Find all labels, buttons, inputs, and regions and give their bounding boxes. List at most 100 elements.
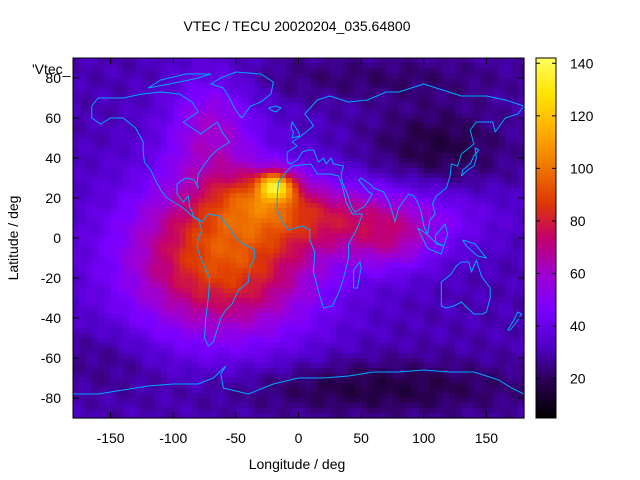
heatmap-cell xyxy=(392,288,400,294)
heatmap-cell xyxy=(229,248,237,254)
heatmap-cell xyxy=(104,398,112,404)
heatmap-cell xyxy=(448,248,456,254)
heatmap-cell xyxy=(91,338,99,344)
heatmap-cell xyxy=(423,308,431,314)
heatmap-cell xyxy=(248,93,256,99)
heatmap-cell xyxy=(192,258,199,264)
heatmap-cell xyxy=(254,228,262,234)
heatmap-cell xyxy=(104,58,112,64)
heatmap-cell xyxy=(473,198,481,204)
heatmap-cell xyxy=(404,123,412,129)
heatmap-cell xyxy=(185,358,193,364)
heatmap-cell xyxy=(148,278,156,284)
heatmap-cell xyxy=(492,288,500,294)
heatmap-cell xyxy=(279,148,287,154)
heatmap-cell xyxy=(373,58,381,64)
heatmap-cell xyxy=(354,218,362,224)
heatmap-cell xyxy=(173,208,181,214)
heatmap-cell xyxy=(379,193,387,199)
heatmap-cell xyxy=(461,158,469,164)
heatmap-cell xyxy=(348,398,356,404)
heatmap-cell xyxy=(417,153,425,159)
heatmap-cell xyxy=(85,93,93,99)
heatmap-cell xyxy=(204,218,212,224)
heatmap-cell xyxy=(279,393,287,399)
heatmap-cell xyxy=(461,228,469,234)
heatmap-cell xyxy=(304,238,312,244)
heatmap-cell xyxy=(116,223,124,229)
heatmap-cell xyxy=(486,348,494,354)
heatmap-cell xyxy=(342,163,350,169)
heatmap-cell xyxy=(467,108,475,114)
heatmap-cell xyxy=(436,93,444,99)
heatmap-cell xyxy=(273,188,281,194)
heatmap-cell xyxy=(505,188,513,194)
heatmap-cell xyxy=(129,188,137,194)
heatmap-cell xyxy=(85,118,93,124)
heatmap-cell xyxy=(123,88,130,94)
heatmap-cell xyxy=(85,98,93,104)
heatmap-cell xyxy=(242,353,249,359)
heatmap-cell xyxy=(110,178,118,184)
heatmap-cell xyxy=(104,338,112,344)
heatmap-cell xyxy=(467,113,475,119)
heatmap-cell xyxy=(492,203,500,209)
heatmap-cell xyxy=(248,268,256,274)
heatmap-cell xyxy=(492,293,500,299)
heatmap-cell xyxy=(267,203,275,209)
heatmap-cell xyxy=(248,338,256,344)
heatmap-cell xyxy=(173,378,181,384)
heatmap-cell xyxy=(417,393,425,399)
heatmap-cell xyxy=(348,383,356,389)
heatmap-cell xyxy=(110,83,118,89)
heatmap-cell xyxy=(254,258,262,264)
heatmap-cell xyxy=(392,258,400,264)
heatmap-cell xyxy=(185,363,193,369)
heatmap-cell xyxy=(386,263,394,269)
heatmap-cell xyxy=(498,308,506,314)
heatmap-cell xyxy=(223,138,231,144)
heatmap-cell xyxy=(367,118,375,124)
heatmap-cell xyxy=(348,223,356,229)
heatmap-cell xyxy=(411,323,419,329)
heatmap-cell xyxy=(411,138,419,144)
heatmap-cell xyxy=(242,88,249,94)
heatmap-cell xyxy=(192,238,199,244)
heatmap-cell xyxy=(304,278,312,284)
heatmap-cell xyxy=(492,333,500,339)
heatmap-cell xyxy=(329,103,337,109)
heatmap-cell xyxy=(361,153,368,159)
heatmap-cell xyxy=(304,363,312,369)
heatmap-cell xyxy=(379,93,387,99)
heatmap-cell xyxy=(141,143,149,149)
heatmap-cell xyxy=(323,158,331,164)
heatmap-cell xyxy=(298,353,306,359)
heatmap-cell xyxy=(511,113,519,119)
heatmap-cell xyxy=(373,108,381,114)
heatmap-cell xyxy=(129,138,137,144)
heatmap-cell xyxy=(329,273,337,279)
heatmap-cell xyxy=(311,243,318,249)
heatmap-cell xyxy=(505,318,513,324)
heatmap-cell xyxy=(480,178,488,184)
heatmap-cell xyxy=(160,233,168,239)
heatmap-cell xyxy=(110,308,118,314)
heatmap-cell xyxy=(235,388,243,394)
heatmap-cell xyxy=(198,163,206,169)
heatmap-cell xyxy=(498,213,506,219)
heatmap-cell xyxy=(116,248,124,254)
heatmap-cell xyxy=(486,178,494,184)
heatmap-cell xyxy=(323,313,331,319)
heatmap-cell xyxy=(404,183,412,189)
heatmap-cell xyxy=(292,388,300,394)
heatmap-cell xyxy=(79,328,87,334)
heatmap-cell xyxy=(173,288,181,294)
heatmap-cell xyxy=(486,198,494,204)
heatmap-cell xyxy=(104,98,112,104)
heatmap-cell xyxy=(367,68,375,74)
heatmap-cell xyxy=(260,193,268,199)
heatmap-cell xyxy=(135,148,143,154)
heatmap-cell xyxy=(123,238,130,244)
heatmap-cell xyxy=(223,58,231,64)
heatmap-cell xyxy=(116,238,124,244)
